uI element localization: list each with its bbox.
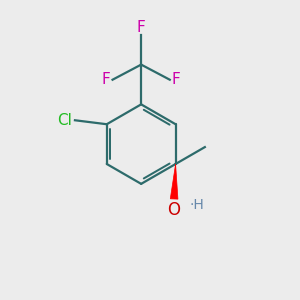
Text: F: F <box>172 72 181 87</box>
Polygon shape <box>170 164 178 199</box>
Text: F: F <box>102 72 110 87</box>
Text: Cl: Cl <box>57 113 72 128</box>
Text: F: F <box>137 20 146 35</box>
Text: O: O <box>168 201 181 219</box>
Text: ·H: ·H <box>189 198 204 212</box>
